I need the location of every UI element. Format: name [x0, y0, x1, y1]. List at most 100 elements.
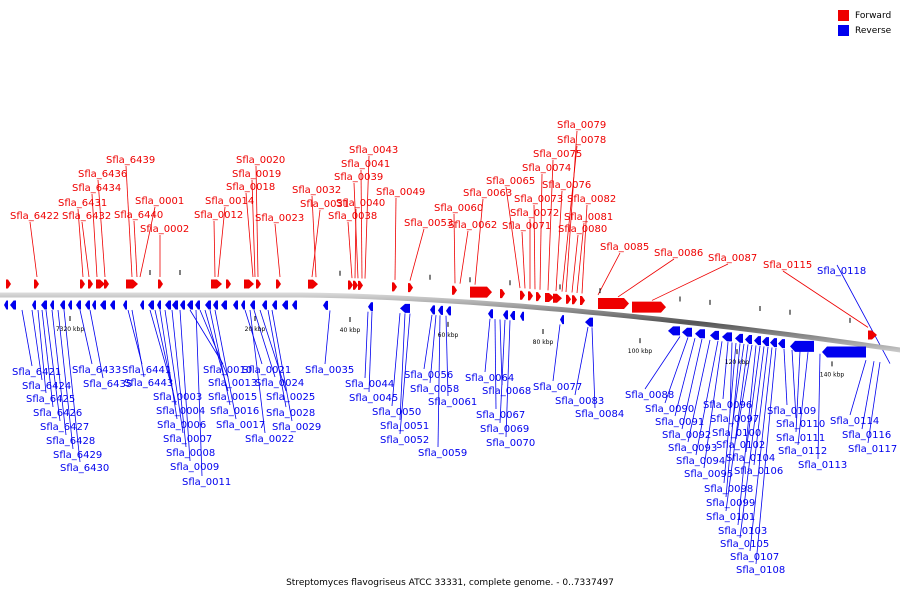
leader-line: [131, 309, 145, 378]
leader-line: [171, 309, 187, 448]
gene-label: Sfla_0060: [434, 203, 483, 214]
reverse-gene: [770, 338, 777, 348]
leader-line: [725, 344, 749, 512]
gene-label: Sfla_0022: [245, 434, 294, 445]
gene-label: Sfla_0024: [255, 378, 304, 389]
forward-gene: [358, 280, 363, 290]
leader-line: [574, 326, 589, 396]
leader-line: [37, 309, 47, 394]
gene-label: Sfla_6428: [46, 436, 95, 447]
reverse-gene: [682, 327, 692, 337]
forward-gene: [868, 330, 877, 340]
reverse-gene: [822, 346, 866, 358]
leader-line: [245, 192, 254, 278]
leader-line: [484, 318, 491, 373]
gene-label: Sfla_0021: [242, 365, 291, 376]
reverse-gene: [282, 300, 288, 310]
gene-label: Sfla_6439: [106, 155, 155, 166]
reverse-gene: [754, 336, 761, 346]
forward-swatch: [838, 10, 849, 21]
forward-gene: [211, 279, 222, 289]
leader-line: [429, 315, 437, 384]
label-leader-lines: [21, 130, 891, 565]
gene-label: Sfla_0013: [208, 378, 257, 389]
gene-label: Sfla_0096: [703, 400, 752, 411]
reverse-gene: [100, 300, 106, 310]
gene-label: Sfla_0058: [410, 384, 459, 395]
leader-line: [687, 339, 711, 443]
forward-gene: [452, 285, 457, 295]
reverse-gene: [60, 300, 65, 310]
forward-gene: [158, 279, 163, 289]
gene-label: Sfla_0003: [153, 392, 202, 403]
gene-label: Sfla_0075: [533, 149, 582, 160]
leader-line: [159, 309, 178, 420]
gene-label: Sfla_0113: [798, 460, 847, 471]
reverse-gene: [446, 306, 451, 316]
leader-line: [597, 252, 621, 296]
leader-line: [311, 209, 321, 278]
leader-line: [79, 309, 93, 365]
scale-label: 20 kbp: [245, 326, 266, 333]
leader-line: [547, 159, 554, 291]
gene-label: Sfla_0028: [266, 408, 315, 419]
scale-label: 100 kbp: [628, 348, 653, 355]
leader-line: [51, 309, 67, 436]
gene-label: Sfla_0008: [166, 448, 215, 459]
reverse-gene: [140, 300, 144, 310]
gene-label: Sfla_0040: [336, 198, 385, 209]
gene-label: Sfla_0053: [404, 218, 453, 229]
reverse-swatch: [838, 25, 849, 36]
reverse-gene: [585, 317, 593, 327]
legend: Forward Reverse: [838, 8, 898, 38]
scale-label: 7320 kbp: [56, 326, 84, 333]
forward-gene: [392, 282, 397, 292]
gene-label: Sfla_0086: [654, 248, 703, 259]
reverse-gene: [10, 300, 16, 310]
gene-label: Sfla_0084: [575, 409, 624, 420]
forward-gene: [88, 279, 93, 289]
leader-line: [21, 309, 33, 367]
leader-line: [817, 353, 821, 460]
leader-line: [453, 213, 456, 284]
gene-label: Sfla_0016: [210, 406, 259, 417]
reverse-gene: [438, 305, 443, 315]
gene-label: Sfla_0100: [712, 428, 761, 439]
forward-gene: [104, 279, 109, 289]
gene-label: Sfla_0061: [428, 397, 477, 408]
gene-label: Sfla_6435: [83, 379, 132, 390]
gene-label: Sfla_0074: [522, 163, 571, 174]
gene-label: Sfla_0109: [767, 406, 816, 417]
reverse-gene: [722, 332, 732, 342]
reverse-gene: [735, 333, 743, 343]
forward-gene: [545, 293, 554, 303]
leader-line: [533, 204, 536, 290]
forward-gene: [598, 297, 629, 309]
leader-line: [459, 230, 469, 284]
leader-line: [737, 345, 757, 526]
gene-label: Sfla_0095: [684, 469, 733, 480]
gene-label: Sfla_0049: [376, 187, 425, 198]
forward-gene: [226, 279, 231, 289]
forward-gene: [244, 279, 254, 289]
gene-label: Sfla_0079: [557, 120, 606, 131]
leader-line: [539, 173, 543, 290]
gene-label: Sfla_0038: [328, 211, 377, 222]
gene-label: Sfla_0019: [232, 169, 281, 180]
gene-label: Sfla_0097: [710, 414, 759, 425]
reverse-gene: [157, 300, 161, 310]
gene-label: Sfla_0002: [140, 224, 189, 235]
gene-label: Sfla_0118: [817, 266, 866, 277]
forward-gene: [536, 292, 541, 302]
reverse-gene: [323, 300, 328, 310]
forward-gene: [353, 280, 358, 290]
leader-line: [199, 309, 229, 378]
reverse-gene: [110, 300, 115, 310]
gene-label: Sfla_6422: [10, 211, 59, 222]
leader-line: [271, 309, 293, 422]
scale-label: 120 kbp: [725, 359, 750, 366]
gene-label: Sfla_0092: [662, 430, 711, 441]
leader-line: [571, 234, 579, 293]
gene-label: Sfla_0004: [156, 406, 205, 417]
leader-line: [861, 361, 875, 430]
